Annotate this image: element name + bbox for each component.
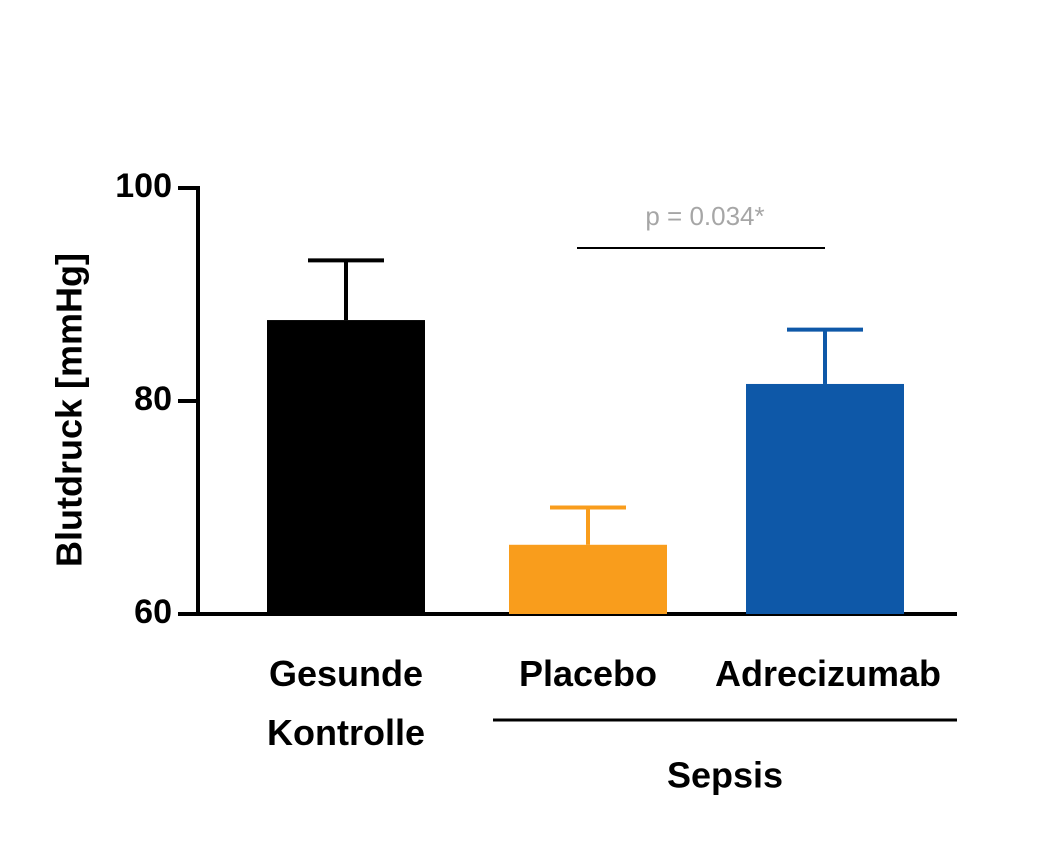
bar xyxy=(746,383,904,614)
x-tick-label: Adrecizumab xyxy=(715,653,941,694)
y-tick-label: 60 xyxy=(134,593,172,631)
group-label: Sepsis xyxy=(667,755,783,796)
x-tick-label: Gesunde Kontrolle xyxy=(267,653,425,753)
bar xyxy=(267,320,425,614)
x-tick-label: Placebo xyxy=(519,653,657,694)
y-tick-label: 100 xyxy=(115,167,172,205)
y-axis-title: Blutdruck [mmHg] xyxy=(49,253,90,567)
bar xyxy=(509,544,667,614)
annotation: p = 0.034* xyxy=(645,201,764,231)
y-tick-label: 80 xyxy=(134,380,172,418)
